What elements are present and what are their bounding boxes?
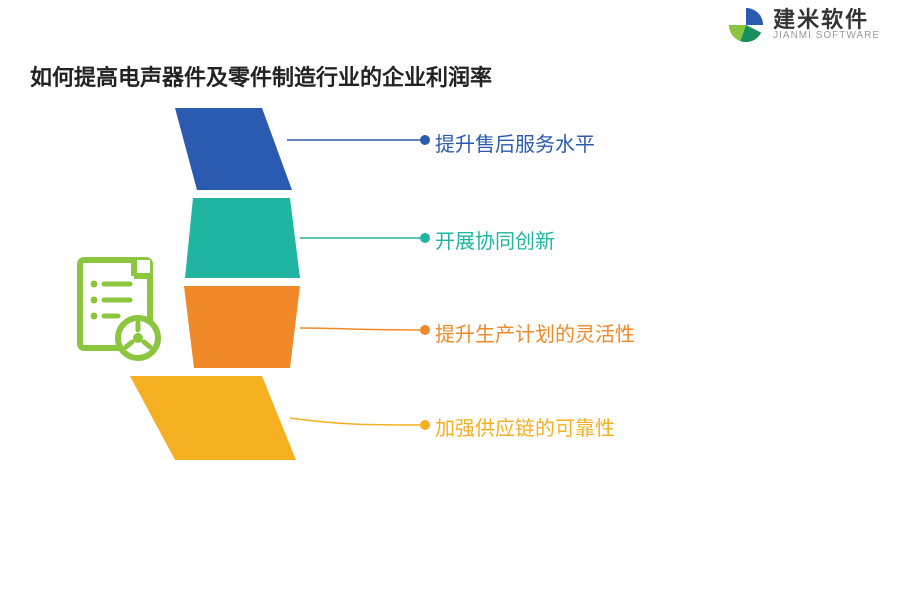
bullet-1: [420, 135, 430, 145]
connector-3: [300, 328, 425, 330]
connector-4: [290, 418, 425, 425]
document-wheel-icon: [80, 260, 158, 358]
bullet-4: [420, 420, 430, 430]
bullet-3: [420, 325, 430, 335]
item-label-3: 提升生产计划的灵活性: [435, 318, 635, 347]
item-label-1: 提升售后服务水平: [435, 128, 595, 157]
segment-4: [130, 376, 296, 460]
diagram-canvas: [0, 0, 900, 600]
segment-1: [175, 108, 292, 190]
item-label-2: 开展协同创新: [435, 225, 555, 254]
item-label-4: 加强供应链的可靠性: [435, 412, 615, 441]
segment-3: [184, 286, 300, 368]
segment-2: [185, 198, 300, 278]
bullet-2: [420, 233, 430, 243]
